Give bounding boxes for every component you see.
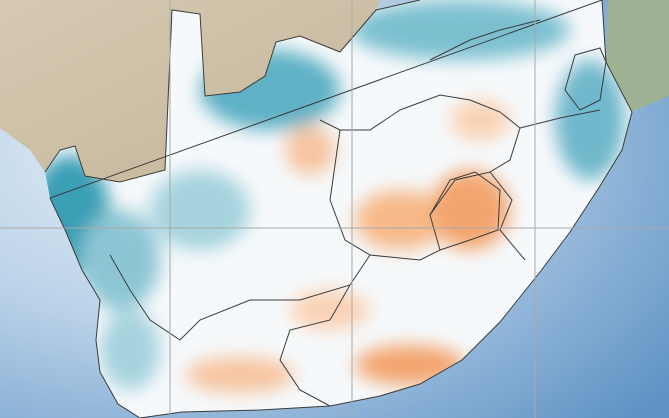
- province-border: [279, 284, 351, 407]
- teal-blob: [100, 310, 160, 390]
- orange-blob: [355, 190, 445, 250]
- province-border: [319, 109, 401, 131]
- land-east: [606, 0, 669, 112]
- orange-blob: [430, 170, 510, 250]
- teal-blob: [555, 60, 625, 180]
- orange-blob: [450, 100, 510, 140]
- province-border: [564, 47, 607, 111]
- land-north: [0, 0, 380, 182]
- field-blobs: [45, 0, 625, 393]
- borders: [44, 0, 633, 418]
- teal-blob: [80, 210, 160, 310]
- teal-blob: [350, 0, 570, 60]
- province-border: [429, 171, 501, 251]
- orange-blob: [290, 290, 370, 330]
- province-border: [429, 19, 541, 61]
- province-border: [399, 94, 521, 173]
- orange-blob: [185, 357, 295, 393]
- national-border: [44, 0, 421, 183]
- orange-blob: [285, 125, 335, 175]
- province-border: [329, 129, 526, 261]
- teal-blob: [150, 170, 250, 250]
- province-border: [109, 254, 371, 341]
- province-border: [519, 109, 601, 129]
